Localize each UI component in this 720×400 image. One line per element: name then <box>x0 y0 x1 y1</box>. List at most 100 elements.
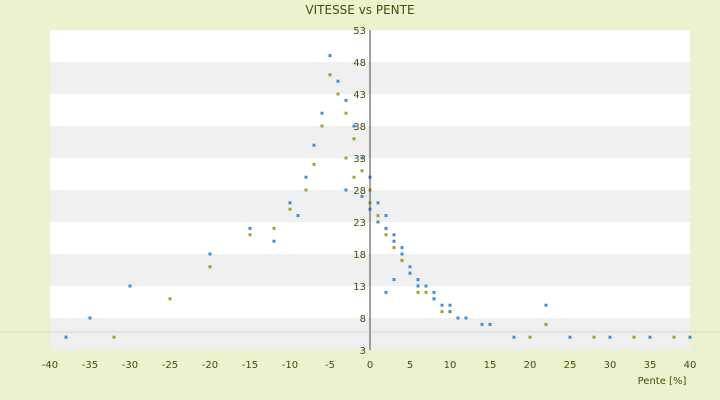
x-tick-label: -15 <box>242 360 258 371</box>
data-point-a <box>416 284 420 288</box>
axes <box>0 30 720 350</box>
y-tick-label: 48 <box>353 58 366 69</box>
data-point-a <box>288 201 292 205</box>
data-point-a <box>360 156 364 160</box>
data-point-b <box>376 214 380 218</box>
data-point-b <box>528 335 532 339</box>
data-point-a <box>312 143 316 147</box>
y-tick-label: 53 <box>353 26 366 37</box>
data-point-a <box>568 335 572 339</box>
data-point-a <box>400 246 404 250</box>
data-point-b <box>208 265 212 269</box>
x-tick-labels: -40 -35 -30 -25 -20 -15 -10 -5 0 5 10 15 20 25 30 35 40 <box>42 360 697 371</box>
data-point-a <box>384 226 388 230</box>
y-tick-label: 13 <box>353 282 366 293</box>
data-point-a <box>296 214 300 218</box>
data-point-a <box>320 111 324 115</box>
data-point-a <box>272 239 276 243</box>
data-point-a <box>384 290 388 294</box>
data-point-b <box>288 207 292 211</box>
data-point-a <box>448 310 452 314</box>
y-tick-label: 23 <box>353 218 366 229</box>
data-point-a <box>344 188 348 192</box>
y-tick-label: 18 <box>353 250 366 261</box>
data-point-b <box>272 226 276 230</box>
data-point-a <box>64 335 68 339</box>
data-point-b <box>440 310 444 314</box>
y-tick-label: 38 <box>353 122 366 133</box>
chart-title: VITESSE vs PENTE <box>305 3 414 17</box>
data-point-b <box>112 335 116 339</box>
data-point-a <box>424 284 428 288</box>
data-point-a <box>344 98 348 102</box>
data-point-b <box>344 156 348 160</box>
x-tick-label: 0 <box>367 360 373 371</box>
x-tick-label: -10 <box>282 360 298 371</box>
data-point-a <box>336 79 340 83</box>
data-point-b <box>320 124 324 128</box>
data-point-b <box>248 233 252 237</box>
data-point-a <box>608 335 612 339</box>
x-tick-label: 10 <box>444 360 457 371</box>
data-point-a <box>480 322 484 326</box>
data-point-a <box>392 233 396 237</box>
data-point-a <box>432 297 436 301</box>
data-point-a <box>408 271 412 275</box>
x-tick-label: 20 <box>524 360 537 371</box>
data-point-a <box>376 220 380 224</box>
data-point-a <box>208 252 212 256</box>
x-tick-label: -35 <box>82 360 98 371</box>
data-point-b <box>416 290 420 294</box>
data-point-a <box>688 335 692 339</box>
data-point-b <box>304 188 308 192</box>
data-point-a <box>448 303 452 307</box>
x-tick-label: 5 <box>407 360 413 371</box>
data-point-a <box>328 54 332 58</box>
data-point-b <box>544 322 548 326</box>
y-tick-label: 33 <box>353 154 366 165</box>
data-point-b <box>312 162 316 166</box>
x-tick-label: -40 <box>42 360 58 371</box>
y-tick-label: 43 <box>353 90 366 101</box>
data-point-a <box>648 335 652 339</box>
data-point-b <box>352 137 356 141</box>
x-tick-label: -5 <box>325 360 335 371</box>
data-point-b <box>360 169 364 173</box>
data-point-a <box>376 201 380 205</box>
data-point-b <box>352 175 356 179</box>
data-point-a <box>440 303 444 307</box>
data-point-a <box>464 316 468 320</box>
data-point-b <box>424 290 428 294</box>
data-point-b <box>328 73 332 77</box>
data-point-b <box>592 335 596 339</box>
x-tick-label: -30 <box>122 360 138 371</box>
data-point-a <box>360 194 364 198</box>
series-a-points <box>64 54 692 339</box>
data-point-b <box>400 258 404 262</box>
data-point-a <box>392 239 396 243</box>
data-point-a <box>248 226 252 230</box>
data-point-a <box>392 278 396 282</box>
x-axis-label: Pente [%] <box>638 376 687 387</box>
data-point-b <box>672 335 676 339</box>
data-point-a <box>432 290 436 294</box>
data-point-a <box>488 322 492 326</box>
data-point-b <box>336 92 340 96</box>
data-point-a <box>384 214 388 218</box>
y-tick-label: 8 <box>360 314 366 325</box>
x-tick-label: 35 <box>644 360 657 371</box>
data-point-a <box>400 252 404 256</box>
x-tick-label: 40 <box>684 360 697 371</box>
y-tick-label: 3 <box>360 346 366 357</box>
x-tick-label: 25 <box>564 360 577 371</box>
data-point-a <box>352 124 356 128</box>
y-tick-label: 28 <box>353 186 366 197</box>
data-point-a <box>88 316 92 320</box>
x-tick-label: 30 <box>604 360 617 371</box>
data-point-a <box>408 265 412 269</box>
data-point-b <box>632 335 636 339</box>
data-point-a <box>304 175 308 179</box>
x-tick-label: -25 <box>162 360 178 371</box>
